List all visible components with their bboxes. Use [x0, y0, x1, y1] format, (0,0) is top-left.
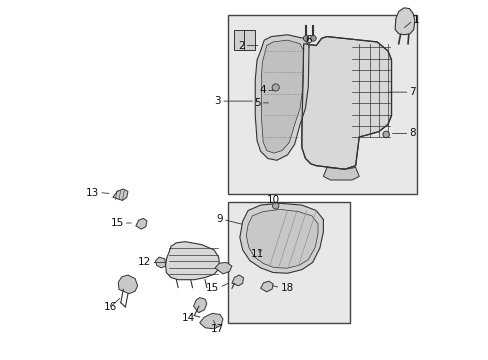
Text: 15: 15 — [110, 218, 123, 228]
Text: 8: 8 — [408, 129, 415, 138]
Polygon shape — [136, 219, 147, 229]
Ellipse shape — [303, 36, 308, 41]
Polygon shape — [199, 314, 223, 329]
Text: 3: 3 — [214, 96, 221, 106]
Ellipse shape — [382, 131, 388, 138]
Polygon shape — [155, 257, 165, 268]
Polygon shape — [215, 262, 231, 274]
Text: 17: 17 — [210, 324, 224, 334]
Polygon shape — [246, 210, 317, 268]
Bar — [228, 202, 349, 323]
Polygon shape — [231, 275, 243, 286]
Text: 5: 5 — [253, 98, 260, 108]
Text: 14: 14 — [182, 313, 195, 323]
Text: 4: 4 — [259, 85, 265, 95]
Text: 15: 15 — [206, 283, 219, 293]
Polygon shape — [394, 8, 414, 35]
Polygon shape — [239, 203, 323, 273]
Text: 6: 6 — [305, 35, 312, 45]
Text: 2: 2 — [237, 41, 244, 50]
Text: 18: 18 — [280, 283, 293, 293]
Polygon shape — [255, 35, 308, 160]
Polygon shape — [260, 281, 273, 292]
Text: 1: 1 — [412, 15, 419, 26]
Text: 13: 13 — [86, 188, 99, 198]
Polygon shape — [113, 189, 128, 201]
Polygon shape — [193, 298, 206, 313]
Text: 7: 7 — [408, 87, 415, 97]
Polygon shape — [323, 167, 359, 180]
Text: 11: 11 — [250, 248, 263, 258]
Text: 12: 12 — [138, 257, 151, 267]
Polygon shape — [118, 275, 137, 294]
Polygon shape — [165, 242, 219, 280]
Text: 9: 9 — [216, 215, 223, 224]
Text: 16: 16 — [103, 302, 117, 312]
Ellipse shape — [310, 36, 316, 41]
Text: 10: 10 — [266, 195, 279, 205]
Polygon shape — [261, 40, 303, 153]
Bar — [233, 31, 255, 50]
Ellipse shape — [272, 203, 278, 209]
Ellipse shape — [271, 84, 279, 91]
Polygon shape — [301, 37, 391, 169]
Bar — [228, 15, 416, 194]
